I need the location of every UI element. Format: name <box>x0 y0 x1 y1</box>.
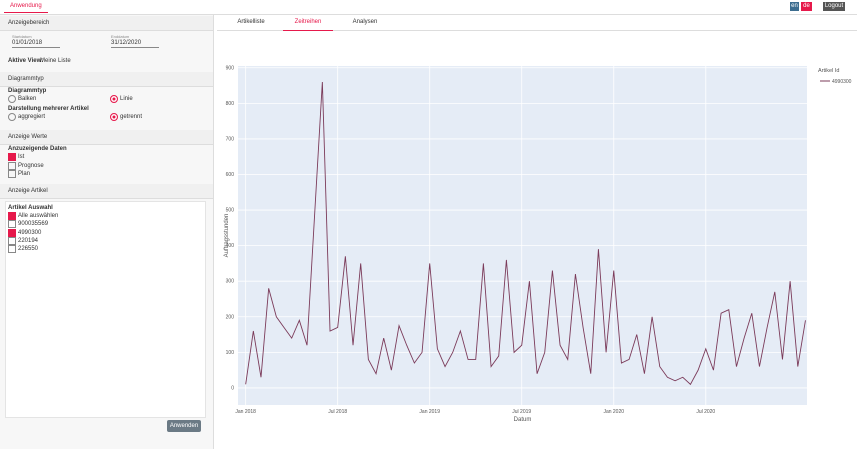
option-label: Alle auswählen <box>18 213 59 219</box>
app-tab[interactable]: Anwendung <box>4 3 48 13</box>
lang-en[interactable]: en <box>790 2 799 11</box>
option-label: Plan <box>18 171 31 177</box>
radio[interactable] <box>8 113 16 121</box>
option-label: 900035569 <box>18 221 49 228</box>
legend-label: 4990300 <box>832 79 852 85</box>
y-axis-title: Auftragsstunden <box>224 214 230 258</box>
checkbox[interactable] <box>8 228 16 237</box>
radio[interactable] <box>110 113 118 121</box>
apply-button[interactable]: Anwenden <box>167 420 201 432</box>
option-label: 220194 <box>18 237 39 244</box>
plot-area <box>238 66 807 405</box>
active-label: Aktive View: <box>8 58 44 64</box>
data-line <box>245 81 806 386</box>
section-title: Anzeige Werte <box>8 134 48 140</box>
radio[interactable] <box>8 95 16 103</box>
group-label: Anzuzeigende Daten <box>8 146 67 152</box>
x-tick-label: Jan 2020 <box>603 409 624 415</box>
y-tick-label: 600 <box>226 172 235 178</box>
group-label: Darstellung mehrerer Artikel <box>8 106 89 112</box>
section-title: Anzeige Artikel <box>8 188 48 194</box>
lang-de[interactable]: de <box>801 2 812 11</box>
section-header: Anzeigebereich <box>0 16 213 31</box>
tab[interactable]: Zeitreihen <box>283 19 333 31</box>
x-tick-label: Jul 2020 <box>696 409 715 415</box>
y-tick-label: 400 <box>226 243 235 249</box>
radio[interactable] <box>110 95 118 103</box>
option-label: getrennt <box>120 114 143 120</box>
checkbox[interactable] <box>8 153 16 161</box>
y-tick-label: 200 <box>226 314 235 320</box>
checkbox[interactable] <box>8 245 16 254</box>
checkbox[interactable] <box>8 212 16 220</box>
y-tick-label: 300 <box>226 279 235 285</box>
active-view: Meine Liste <box>40 58 71 64</box>
group-label: Artikel Auswahl <box>8 205 53 211</box>
article-list <box>5 201 206 418</box>
x-tick-label: Jul 2019 <box>512 409 531 415</box>
y-tick-label: 100 <box>226 350 235 356</box>
tab[interactable]: Artikelliste <box>237 19 265 25</box>
checkbox[interactable] <box>8 236 16 245</box>
section-header: Anzeige Artikel <box>0 184 213 199</box>
y-tick-label: 800 <box>226 101 235 107</box>
date-input[interactable]: 31/12/2020 <box>111 40 159 48</box>
section-header: Diagrammtyp <box>0 72 213 87</box>
option-label: Balken <box>18 96 37 102</box>
chart: 0 100 200 300 400 500 600 700 800 900 Jan 2018 Jul … <box>224 65 852 423</box>
x-tick-label: Jul 2018 <box>328 409 347 415</box>
option-label: 4990300 <box>18 229 42 236</box>
section-header: Anzeige Werte <box>0 130 213 145</box>
x-axis-title: Datum <box>514 417 532 423</box>
checkbox[interactable] <box>8 161 16 170</box>
option-label: Ist <box>18 154 25 160</box>
logout[interactable]: Logout <box>823 2 845 11</box>
legend-title: Artikel Id <box>818 68 839 74</box>
section-title: Anzeigebereich <box>8 20 50 26</box>
option-label: 226550 <box>18 246 39 253</box>
field-label: Startdatum <box>12 34 32 39</box>
y-tick-label: 0 <box>231 385 234 391</box>
top-bar <box>0 0 857 15</box>
checkbox[interactable] <box>8 220 16 229</box>
option-label: aggregiert <box>18 114 46 120</box>
y-tick-label: 500 <box>226 208 235 214</box>
option-label: Prognose <box>18 162 44 169</box>
option-label: Linie <box>120 96 133 102</box>
y-tick-label: 900 <box>226 65 235 71</box>
x-tick-label: Jan 2018 <box>235 409 256 415</box>
tab-bar <box>217 30 857 31</box>
checkbox[interactable] <box>8 170 16 178</box>
y-tick-label: 700 <box>226 136 235 142</box>
date-input[interactable]: 01/01/2018 <box>12 40 60 48</box>
field-label: Enddatum <box>111 34 130 39</box>
section-title: Diagrammtyp <box>8 76 44 82</box>
group-label: Diagrammtyp <box>8 88 47 94</box>
x-tick-label: Jan 2019 <box>419 409 440 415</box>
tab[interactable]: Analysen <box>352 19 378 25</box>
